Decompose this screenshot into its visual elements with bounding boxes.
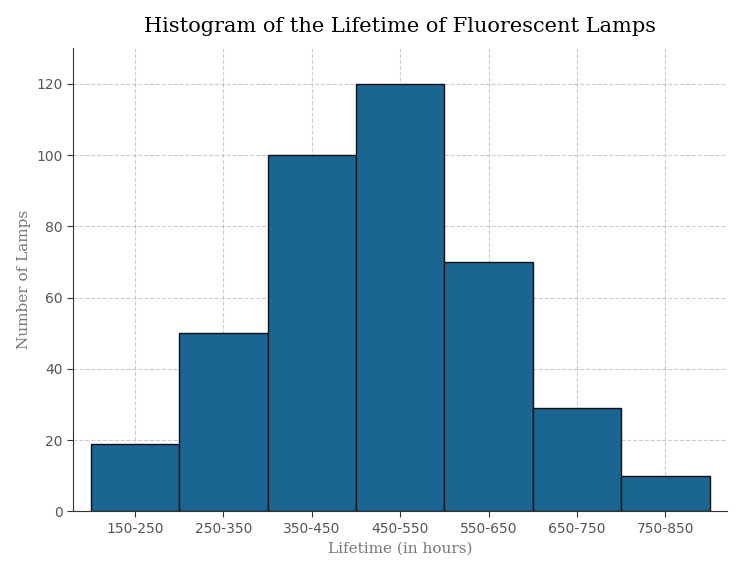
- Bar: [91, 444, 179, 511]
- Bar: [444, 262, 533, 511]
- Bar: [621, 476, 710, 511]
- X-axis label: Lifetime (in hours): Lifetime (in hours): [328, 541, 472, 555]
- Y-axis label: Number of Lamps: Number of Lamps: [16, 210, 31, 349]
- Bar: [179, 333, 268, 511]
- Bar: [268, 155, 356, 511]
- Bar: [533, 408, 621, 511]
- Title: Histogram of the Lifetime of Fluorescent Lamps: Histogram of the Lifetime of Fluorescent…: [144, 17, 656, 35]
- Bar: [356, 84, 444, 511]
